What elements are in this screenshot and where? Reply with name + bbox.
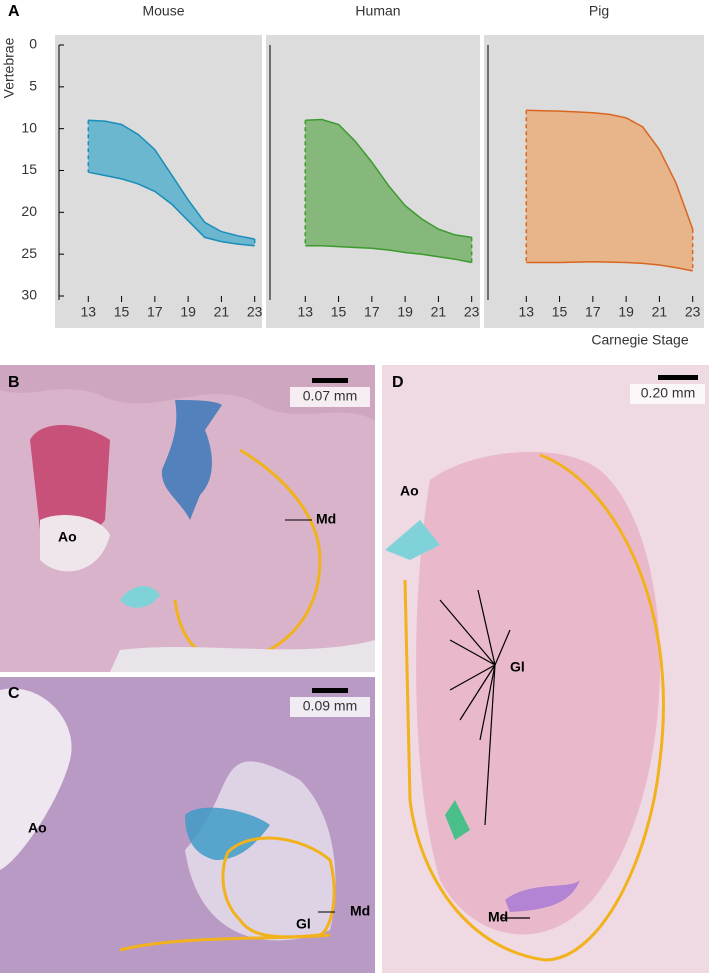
x-tick-label: 15 [114, 304, 130, 320]
x-tick-label: 13 [80, 304, 96, 320]
range-area [305, 119, 472, 263]
scale-bar-label: 0.07 mm [303, 388, 357, 404]
x-tick-label: 21 [652, 304, 668, 320]
x-tick-label: 21 [214, 304, 230, 320]
structure-label: Md [350, 903, 370, 919]
x-tick-label: 23 [247, 304, 263, 320]
x-axis-label: Carnegie Stage [591, 332, 689, 348]
x-tick-label: 13 [518, 304, 534, 320]
structure-label: Md [488, 909, 508, 925]
panel-label: A [8, 3, 20, 20]
y-axis-label: Vertebrae [1, 37, 17, 98]
x-tick-label: 19 [397, 304, 413, 320]
x-tick-label: 19 [180, 304, 196, 320]
structure-label: Md [316, 511, 336, 527]
x-tick-label: 19 [618, 304, 634, 320]
micrograph-c [0, 677, 375, 973]
structure-label: Ao [58, 529, 77, 545]
x-tick-label: 17 [364, 304, 380, 320]
y-tick-label: 30 [21, 287, 37, 303]
x-tick-label: 15 [331, 304, 347, 320]
x-tick-label: 23 [464, 304, 480, 320]
chart-title: Human [355, 3, 400, 19]
lower-line [305, 245, 472, 264]
x-tick-label: 15 [552, 304, 568, 320]
structure-label: Gl [510, 659, 525, 675]
y-tick-label: 25 [21, 245, 37, 261]
upper-line [305, 118, 472, 239]
chart-title: Mouse [142, 3, 184, 19]
y-tick-label: 10 [21, 119, 37, 135]
lower-line [526, 260, 693, 272]
scale-bar-label: 0.20 mm [641, 385, 695, 401]
micrograph-b [0, 365, 375, 672]
panel-label: D [392, 374, 404, 391]
scale-bar-label: 0.09 mm [303, 698, 357, 714]
structure-label: Ao [400, 483, 419, 499]
x-tick-label: 17 [585, 304, 601, 320]
micrograph-d [382, 365, 709, 973]
structure-label: Gl [296, 916, 311, 932]
x-tick-label: 13 [297, 304, 313, 320]
structure-label: Ao [28, 820, 47, 836]
lower-line [88, 171, 255, 247]
panel-label: B [8, 374, 20, 391]
x-tick-label: 23 [685, 304, 701, 320]
x-tick-label: 21 [431, 304, 447, 320]
x-tick-label: 17 [147, 304, 163, 320]
range-area [526, 110, 693, 271]
range-area [88, 120, 255, 246]
y-tick-label: 0 [29, 36, 37, 52]
y-tick-label: 15 [21, 161, 37, 177]
y-tick-label: 20 [21, 203, 37, 219]
y-tick-label: 5 [29, 78, 37, 94]
panel-label: C [8, 685, 20, 702]
chart-title: Pig [589, 3, 609, 19]
upper-line [88, 119, 255, 240]
upper-line [526, 109, 694, 230]
